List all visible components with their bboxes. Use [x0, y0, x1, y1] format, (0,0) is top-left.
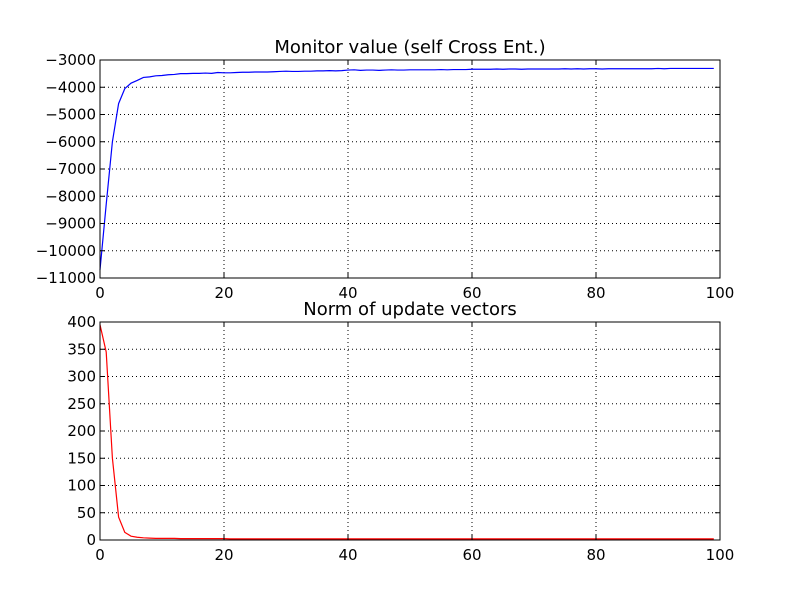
y-tick-label: −7000: [45, 160, 96, 178]
y-tick-label: 100: [67, 477, 96, 495]
chart-title: Norm of update vectors: [303, 299, 517, 320]
x-tick-label: 80: [586, 284, 605, 302]
x-tick-label: 100: [706, 284, 735, 302]
y-tick-label: 0: [86, 531, 96, 549]
y-tick-label: −8000: [45, 187, 96, 205]
axis-ticks: 0 20 40 60 80 100 −3000 −4000 −5000 −6000 −7000 −80…: [36, 51, 735, 302]
y-tick-label: −11000: [36, 269, 96, 287]
series-line: [99, 324, 714, 540]
y-tick-label: −3000: [45, 51, 96, 69]
y-tick-label: 250: [67, 395, 96, 413]
x-tick-label: 60: [462, 546, 481, 564]
x-tick-label: 40: [338, 546, 357, 564]
y-tick-label: 300: [67, 368, 96, 386]
x-tick-label: 0: [95, 546, 105, 564]
chart-title: Monitor value (self Cross Ent.): [274, 37, 545, 58]
x-tick-label: 0: [95, 284, 105, 302]
chart-monitor-value: Monitor value (self Cross Ent.) 0 20 40 60 8…: [36, 37, 735, 302]
x-tick-label: 100: [706, 546, 735, 564]
series-lines: [99, 324, 714, 540]
y-tick-label: 150: [67, 449, 96, 467]
y-tick-label: −10000: [36, 242, 96, 260]
axis-ticks: 0 20 40 60 80 100 0 50 100 150 200 250 300 350 400: [67, 313, 734, 564]
y-tick-label: 400: [67, 313, 96, 331]
y-tick-label: −6000: [45, 133, 96, 151]
series-lines: [99, 67, 714, 270]
y-tick-label: 50: [77, 504, 96, 522]
x-tick-label: 60: [462, 284, 481, 302]
y-tick-label: −9000: [45, 215, 96, 233]
y-tick-label: 350: [67, 340, 96, 358]
y-tick-label: 200: [67, 422, 96, 440]
x-tick-label: 20: [214, 546, 233, 564]
x-tick-label: 40: [338, 284, 357, 302]
chart-update-norm: Norm of update vectors 0 20 40 60 80 100 0 50 10…: [67, 299, 734, 564]
y-tick-label: −5000: [45, 106, 96, 124]
y-tick-label: −4000: [45, 78, 96, 96]
series-line: [99, 67, 714, 270]
x-tick-label: 80: [586, 546, 605, 564]
x-tick-label: 20: [214, 284, 233, 302]
